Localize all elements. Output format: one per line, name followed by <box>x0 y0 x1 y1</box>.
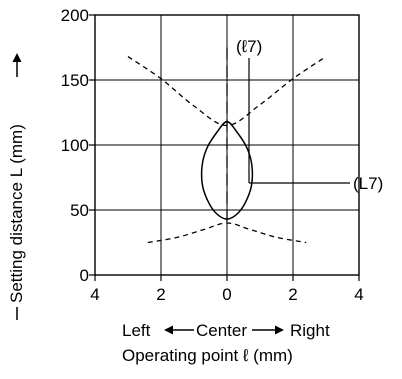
x-tick-label: 4 <box>354 285 363 304</box>
y-tick-label: 150 <box>61 71 89 90</box>
x-direction-left: Left <box>122 321 151 340</box>
left-arrow-icon <box>164 325 173 335</box>
annotation-L7: (L7) <box>353 174 383 193</box>
y-axis-arrow-icon <box>12 53 22 62</box>
x-direction-right: Right <box>290 321 330 340</box>
y-tick-label: 0 <box>80 266 89 285</box>
annotation-l7: (ℓ7) <box>236 37 262 56</box>
x-direction-center: Center <box>196 321 247 340</box>
y-tick-label: 100 <box>61 136 89 155</box>
annotations: (ℓ7) (L7) <box>236 37 383 193</box>
dashed-boundary-curve <box>147 222 307 244</box>
x-axis-label: Operating point ℓ (mm) <box>122 346 293 365</box>
x-tick-label: 4 <box>90 285 99 304</box>
x-tick-label: 0 <box>222 285 231 304</box>
y-tick-label: 200 <box>61 6 89 25</box>
right-arrow-icon <box>275 325 284 335</box>
y-axis-label: Setting distance L (mm) <box>7 124 26 303</box>
y-axis-label-group: Setting distance L (mm) <box>7 53 26 320</box>
y-tick-label: 50 <box>70 201 89 220</box>
x-tick-label: 2 <box>156 285 165 304</box>
x-tick-label: 2 <box>288 285 297 304</box>
